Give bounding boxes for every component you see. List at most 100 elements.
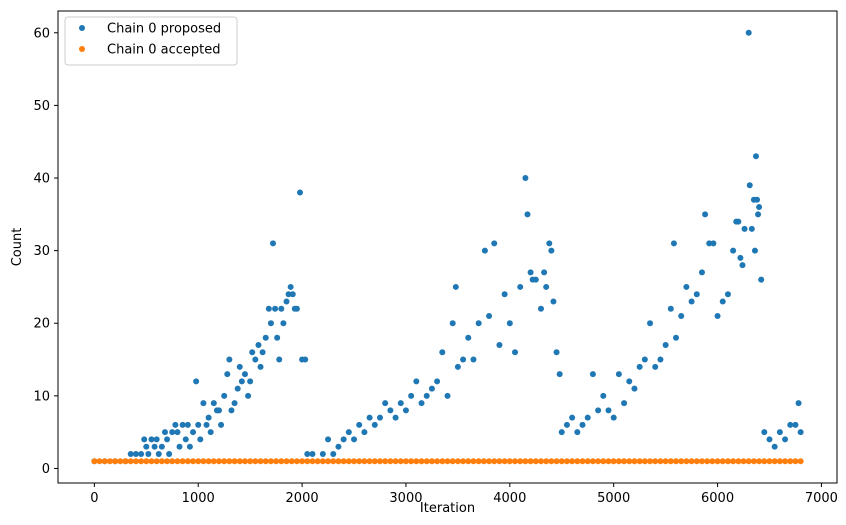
data-point <box>449 458 456 465</box>
data-point <box>761 458 768 465</box>
data-point <box>532 276 539 283</box>
data-point <box>584 414 591 421</box>
data-point <box>153 436 160 443</box>
data-point <box>252 356 259 363</box>
data-point <box>330 458 337 465</box>
data-point <box>754 196 761 203</box>
y-axis-label: Count <box>10 228 25 267</box>
data-point <box>702 211 709 218</box>
data-point <box>226 458 233 465</box>
data-point <box>636 458 643 465</box>
data-point <box>667 305 674 312</box>
data-point <box>287 283 294 290</box>
data-point <box>657 356 664 363</box>
x-tick-label: 1000 <box>182 491 215 506</box>
data-point <box>631 458 638 465</box>
data-point <box>621 400 628 407</box>
data-point <box>190 458 197 465</box>
data-point <box>673 458 680 465</box>
data-point <box>226 356 233 363</box>
data-point <box>600 392 607 399</box>
data-point <box>174 458 181 465</box>
data-point <box>169 458 176 465</box>
data-point <box>257 363 264 370</box>
data-point <box>758 276 765 283</box>
data-point <box>792 458 799 465</box>
data-point <box>454 363 461 370</box>
data-point <box>302 356 309 363</box>
data-point <box>203 421 210 428</box>
data-point <box>543 283 550 290</box>
data-point <box>161 429 168 436</box>
legend-marker-proposed <box>79 25 85 31</box>
data-point <box>182 436 189 443</box>
data-point <box>158 443 165 450</box>
data-point <box>245 392 252 399</box>
data-point <box>745 458 752 465</box>
data-point <box>304 458 311 465</box>
data-point <box>179 421 186 428</box>
data-point <box>595 458 602 465</box>
legend-box <box>64 16 238 66</box>
data-point <box>413 458 420 465</box>
data-point <box>439 458 446 465</box>
data-point <box>735 218 742 225</box>
data-point <box>151 443 158 450</box>
data-point <box>626 378 633 385</box>
series-1 <box>91 458 804 465</box>
data-point <box>297 189 304 196</box>
data-point <box>184 421 191 428</box>
data-point <box>221 392 228 399</box>
data-point <box>452 283 459 290</box>
data-point <box>657 458 664 465</box>
data-point <box>376 414 383 421</box>
data-point <box>558 429 565 436</box>
data-point <box>221 458 228 465</box>
data-point <box>678 312 685 319</box>
data-point <box>522 458 529 465</box>
data-point <box>418 458 425 465</box>
data-point <box>345 458 352 465</box>
data-point <box>460 356 467 363</box>
data-point <box>730 247 737 254</box>
data-point <box>605 458 612 465</box>
data-point <box>197 436 204 443</box>
data-point <box>200 400 207 407</box>
data-point <box>122 458 129 465</box>
data-point <box>247 378 254 385</box>
data-point <box>325 436 332 443</box>
data-point <box>190 429 197 436</box>
data-point <box>683 283 690 290</box>
data-point <box>392 414 399 421</box>
data-point <box>693 291 700 298</box>
legend-marker-accepted <box>79 46 85 52</box>
data-point <box>683 458 690 465</box>
data-point <box>543 458 550 465</box>
data-point <box>143 443 150 450</box>
data-point <box>397 400 404 407</box>
data-point <box>589 371 596 378</box>
data-point <box>231 458 238 465</box>
data-point <box>179 458 186 465</box>
data-point <box>340 436 347 443</box>
data-point <box>641 458 648 465</box>
data-point <box>486 458 493 465</box>
data-point <box>792 421 799 428</box>
y-tick-label: 30 <box>33 244 50 259</box>
data-point <box>267 320 274 327</box>
data-point <box>589 458 596 465</box>
y-tick-label: 50 <box>33 99 50 114</box>
data-point <box>418 400 425 407</box>
data-point <box>215 458 222 465</box>
data-point <box>553 349 560 356</box>
data-point <box>127 450 134 457</box>
legend: Chain 0 proposed Chain 0 accepted <box>64 16 238 66</box>
data-point <box>153 458 160 465</box>
data-point <box>392 458 399 465</box>
x-axis-label: Iteration <box>420 501 475 516</box>
series-0 <box>91 29 804 465</box>
data-point <box>761 429 768 436</box>
data-point <box>714 312 721 319</box>
data-point <box>496 342 503 349</box>
